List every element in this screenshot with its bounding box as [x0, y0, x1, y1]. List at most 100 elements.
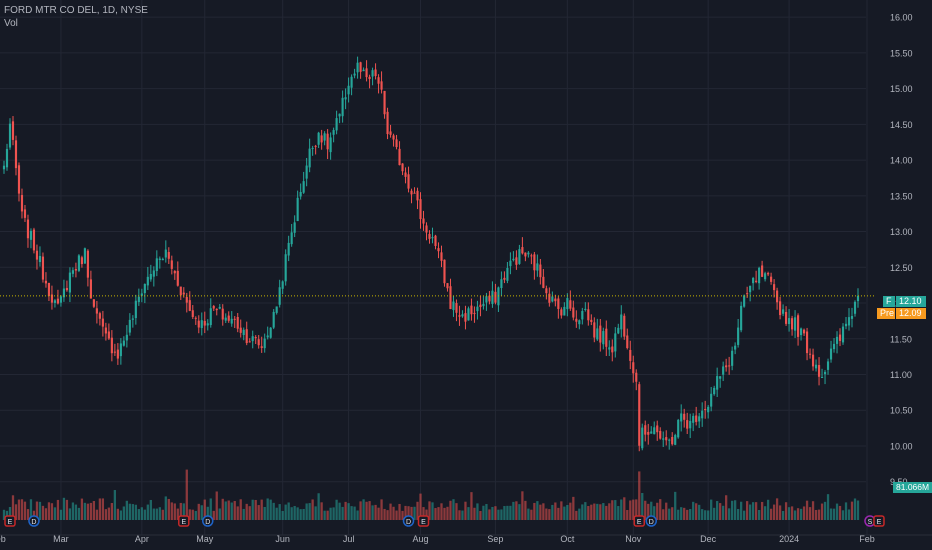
event-badge-label: E — [637, 519, 642, 526]
y-tick-label: 15.00 — [890, 84, 913, 94]
candle-body — [158, 258, 161, 260]
volume-bar — [662, 509, 665, 520]
candle-body — [209, 308, 212, 326]
volume-bar — [383, 508, 386, 520]
candle-body — [308, 148, 311, 168]
volume-bar — [850, 501, 854, 520]
volume-bar — [59, 509, 63, 520]
volume-bar — [605, 505, 608, 520]
candle-body — [89, 279, 92, 299]
volume-bar — [449, 500, 452, 520]
volume-bar — [506, 505, 509, 520]
volume-bar — [431, 502, 434, 520]
volume-bar — [368, 501, 371, 520]
candle-body — [805, 331, 809, 354]
candle-body — [758, 267, 761, 284]
dividend-badge — [402, 515, 415, 527]
volume-bar — [110, 503, 114, 520]
volume-bar — [362, 499, 365, 520]
candle-body — [443, 259, 446, 284]
candle-body — [428, 233, 431, 239]
volume-bar — [590, 504, 593, 520]
volume-bar — [769, 508, 773, 520]
candle-body — [230, 318, 233, 324]
volume-bar — [215, 491, 218, 520]
candle-body — [449, 286, 452, 310]
volume-bar — [41, 505, 45, 520]
candle-body — [811, 354, 815, 367]
volume-bar — [680, 507, 683, 520]
candle-body — [796, 315, 800, 337]
candle-body — [215, 308, 218, 311]
candle-body — [635, 372, 638, 382]
y-tick-label: 13.50 — [890, 191, 913, 201]
volume-bar — [847, 509, 851, 520]
volume-bar — [107, 507, 111, 520]
volume-bar — [515, 501, 518, 520]
candle-body — [44, 280, 48, 284]
volume-bar — [266, 498, 269, 520]
volume-bar — [530, 509, 533, 520]
volume-bar — [65, 499, 69, 520]
volume-bar — [512, 501, 515, 520]
candle-body — [317, 132, 320, 145]
candle-body — [850, 316, 854, 319]
volume-bar — [35, 501, 39, 520]
volume-bar — [419, 493, 422, 520]
event-badge-label: D — [649, 519, 654, 526]
candle-body — [680, 413, 683, 422]
volume-bar — [407, 506, 410, 520]
dividend-badge — [202, 515, 214, 527]
volume-bar — [790, 506, 794, 520]
candle-body — [641, 427, 644, 449]
volume-bar — [14, 504, 18, 520]
candle-body — [179, 286, 182, 296]
earnings-badge — [633, 515, 646, 527]
volume-bar — [853, 498, 857, 520]
volume-bar — [638, 471, 641, 520]
volume-bar — [221, 498, 224, 520]
x-tick-label: 2024 — [779, 534, 799, 544]
candle-body — [539, 264, 542, 278]
volume-bar — [62, 497, 66, 520]
candle-body — [446, 283, 449, 289]
candle-body — [347, 85, 350, 95]
candle-body — [401, 163, 404, 172]
volume-bar — [659, 499, 662, 520]
volume-bar — [314, 506, 317, 520]
volume-bar — [841, 510, 845, 520]
volume-bar — [434, 508, 437, 520]
volume-bar — [203, 499, 206, 520]
candle-body — [593, 322, 596, 338]
volume-bar — [778, 505, 782, 520]
candle-body — [419, 199, 422, 220]
candle-body — [773, 284, 776, 291]
candle-body — [176, 270, 179, 286]
volume-bar — [629, 500, 632, 520]
candle-body — [740, 305, 743, 331]
volume-bar — [74, 504, 78, 520]
candle-body — [296, 197, 299, 222]
candle-body — [2, 165, 6, 170]
candle-body — [77, 255, 80, 271]
candle-body — [776, 290, 779, 303]
candle-body — [221, 308, 224, 320]
candle-body — [113, 351, 116, 353]
candle-body — [287, 242, 290, 256]
candle-body — [569, 300, 572, 309]
candle-body — [701, 410, 704, 419]
volume-bar — [500, 509, 503, 520]
candle-body — [131, 318, 134, 320]
volume-bar — [320, 502, 323, 520]
volume-bar — [113, 490, 117, 520]
volume-bar — [725, 495, 728, 520]
volume-bar — [377, 507, 380, 520]
y-tick-label: 13.00 — [890, 227, 913, 237]
volume-bar — [278, 504, 281, 520]
candle-body — [164, 249, 167, 258]
candle-body — [602, 331, 605, 345]
event-badge-label: D — [205, 519, 210, 526]
candle-body — [770, 276, 773, 282]
